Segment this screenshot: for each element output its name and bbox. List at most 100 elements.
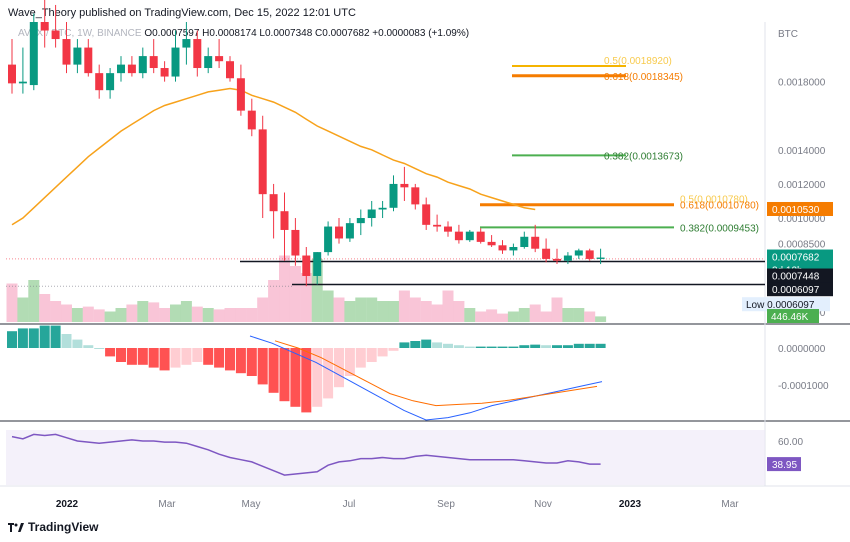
price-tick-label: 0.0008500 bbox=[778, 240, 826, 251]
price-tag-bg bbox=[767, 268, 833, 283]
volume-bar bbox=[595, 316, 607, 322]
volume-tag-label: 446.46K bbox=[771, 312, 809, 323]
axis-unit-label: BTC bbox=[778, 29, 798, 40]
volume-bar bbox=[322, 290, 334, 322]
macd-histogram-bar bbox=[366, 348, 377, 362]
candle-body bbox=[280, 211, 289, 230]
macd-histogram-bar bbox=[225, 348, 235, 371]
macd-tick-label: 0.0000000 bbox=[778, 344, 826, 355]
candle-body bbox=[106, 73, 115, 91]
candle-body bbox=[193, 39, 202, 69]
volume-tag-bg bbox=[767, 309, 819, 323]
macd-histogram-bar bbox=[181, 348, 192, 365]
fib-level-label: 0.382(0.0009453) bbox=[680, 223, 759, 234]
candle-body bbox=[356, 218, 365, 224]
macd-histogram-bar bbox=[116, 348, 126, 362]
macd-histogram-bar bbox=[257, 348, 268, 385]
macd-histogram-bar bbox=[214, 348, 225, 368]
volume-bar bbox=[137, 301, 149, 322]
candle-body bbox=[204, 56, 213, 69]
macd-histogram-bar bbox=[126, 348, 137, 365]
volume-bar bbox=[475, 311, 487, 322]
volume-bar bbox=[497, 313, 508, 322]
macd-histogram-bar bbox=[61, 334, 72, 348]
candle-body bbox=[487, 241, 496, 246]
candle-body bbox=[324, 226, 333, 253]
macd-histogram-bar bbox=[552, 345, 562, 348]
macd-histogram-bar bbox=[50, 325, 61, 348]
brand-name: TradingView bbox=[28, 520, 99, 534]
macd-histogram-bar bbox=[377, 348, 388, 357]
volume-bar bbox=[115, 308, 127, 322]
volume-bar bbox=[584, 311, 596, 322]
candle-body bbox=[62, 39, 71, 65]
time-tick-label: Mar bbox=[721, 499, 739, 510]
candle-body bbox=[378, 207, 387, 210]
low-tag-bg bbox=[742, 297, 830, 312]
volume-bar bbox=[377, 301, 389, 322]
macd-histogram-bar bbox=[334, 348, 344, 388]
volume-bar bbox=[573, 308, 585, 322]
candle-body bbox=[411, 187, 420, 205]
candle-body bbox=[226, 61, 234, 79]
volume-bar bbox=[268, 280, 280, 322]
macd-histogram-bar bbox=[595, 343, 606, 348]
volume-bar bbox=[464, 308, 476, 322]
macd-histogram-bar bbox=[203, 348, 214, 365]
candle-body bbox=[444, 226, 452, 232]
macd-histogram-bar bbox=[519, 345, 530, 348]
fib-level-label: 0.382(0.0013673) bbox=[604, 151, 683, 162]
macd-histogram-bar bbox=[39, 325, 50, 348]
candle-body bbox=[215, 56, 224, 62]
candle-body bbox=[40, 22, 49, 31]
candle-body bbox=[95, 73, 104, 91]
volume-bar bbox=[148, 302, 160, 322]
candle-body bbox=[531, 236, 540, 249]
macd-histogram-bar bbox=[410, 341, 421, 348]
candle-body bbox=[563, 255, 572, 261]
candle-body bbox=[476, 231, 485, 242]
macd-histogram-bar bbox=[159, 348, 170, 371]
time-tick-label: Jul bbox=[343, 499, 356, 510]
volume-bar bbox=[202, 308, 214, 322]
volume-bar bbox=[61, 304, 72, 322]
rsi-tick-label: 60.00 bbox=[778, 437, 803, 448]
candle-body bbox=[498, 245, 507, 251]
volume-bar bbox=[507, 311, 519, 322]
volume-bar bbox=[518, 308, 530, 322]
macd-histogram-bar bbox=[486, 346, 497, 348]
macd-histogram-bar bbox=[72, 339, 83, 348]
volume-bar bbox=[409, 297, 421, 322]
price-tick-label: 0.0010000 bbox=[778, 214, 826, 225]
volume-bar bbox=[311, 259, 323, 322]
candle-body bbox=[400, 183, 409, 188]
tradingview-brand: TradingView bbox=[8, 520, 98, 534]
macd-histogram-bar bbox=[497, 346, 508, 348]
volume-bar bbox=[17, 297, 29, 322]
volume-bar bbox=[104, 311, 116, 322]
fib-level-label: 0.618(0.0018345) bbox=[604, 72, 683, 83]
candle-body bbox=[454, 231, 463, 241]
macd-histogram-bar bbox=[268, 348, 279, 393]
candle-body bbox=[171, 47, 180, 77]
volume-bar bbox=[6, 283, 18, 322]
candle-body bbox=[367, 209, 376, 219]
candle-body bbox=[258, 129, 267, 195]
candle-body bbox=[542, 248, 551, 259]
candle-body bbox=[520, 236, 529, 247]
volume-bar bbox=[213, 309, 225, 322]
candle-body bbox=[433, 224, 442, 227]
macd-histogram-bar bbox=[192, 348, 203, 362]
candle-body bbox=[8, 64, 16, 84]
candle-body bbox=[247, 110, 256, 130]
candle-body bbox=[182, 39, 191, 48]
macd-histogram-bar bbox=[83, 345, 94, 348]
fib-level-label: 0.618(0.0010780) bbox=[680, 201, 759, 212]
price-tick-label: 0.0018000 bbox=[778, 78, 826, 89]
price-tag-label: 0.0006097 bbox=[772, 285, 820, 296]
candle-body bbox=[585, 250, 594, 259]
macd-histogram-bar bbox=[17, 328, 28, 348]
candle-body bbox=[84, 47, 93, 74]
volume-bar bbox=[82, 306, 94, 322]
